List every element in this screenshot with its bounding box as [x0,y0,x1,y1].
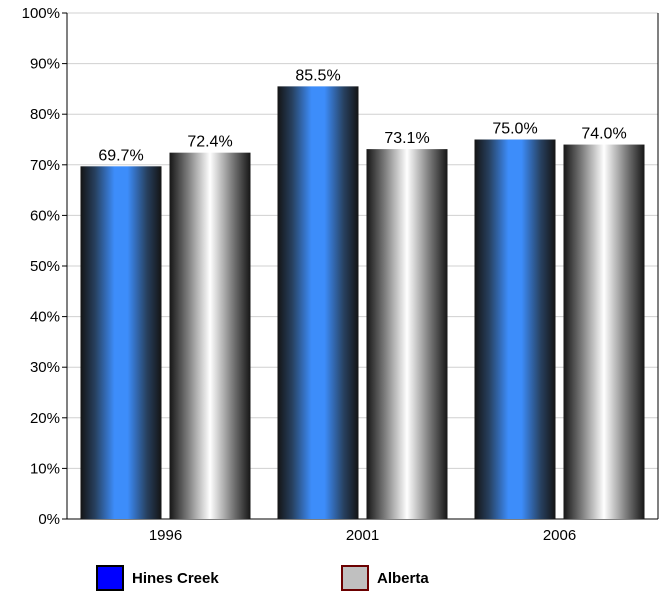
x-tick-label: 2001 [346,527,379,544]
bar-hines-creek-1996 [80,166,162,519]
y-tick-label: 30% [30,359,60,376]
data-label: 74.0% [581,126,626,143]
legend-item-alberta: Alberta [341,565,429,591]
bar-alberta-2001 [366,149,448,519]
y-tick-label: 80% [30,106,60,123]
y-tick-label: 70% [30,157,60,174]
bars [80,86,645,520]
axes: 0% 10% 20% 30% 40% 50% 60% 70% 80% 90% 100% 1996 200… [22,5,659,544]
bar-hines-creek-2006 [474,139,556,519]
legend-item-hines-creek: Hines Creek [96,565,219,591]
x-tick-label: 2006 [543,527,576,544]
y-tick-label: 90% [30,56,60,73]
y-tick-label: 100% [22,5,60,22]
legend-label: Hines Creek [132,569,219,587]
y-tick-label: 60% [30,207,60,224]
legend-swatch [341,565,369,591]
bar-alberta-1996 [169,152,251,519]
data-label: 69.7% [98,147,143,164]
x-tick-label: 1996 [149,527,182,544]
gridlines [67,12,658,469]
y-tick-label: 50% [30,258,60,275]
legend-label: Alberta [377,569,429,587]
data-label: 85.5% [295,67,340,84]
y-tick-label: 10% [30,460,60,477]
legend-swatch [96,565,124,591]
data-label: 75.0% [492,121,537,138]
y-tick-label: 20% [30,410,60,427]
data-labels: 69.7% 72.4% 85.5% 73.1% 75.0% 74.0% [98,67,626,164]
bar-alberta-2006 [563,144,645,519]
bar-hines-creek-2001 [277,86,359,520]
y-tick-label: 40% [30,309,60,326]
y-tick-label: 0% [38,511,60,528]
data-label: 72.4% [187,134,232,151]
bar-chart: 0% 10% 20% 30% 40% 50% 60% 70% 80% 90% 100% 1996 200… [22,5,659,544]
data-label: 73.1% [384,130,429,147]
